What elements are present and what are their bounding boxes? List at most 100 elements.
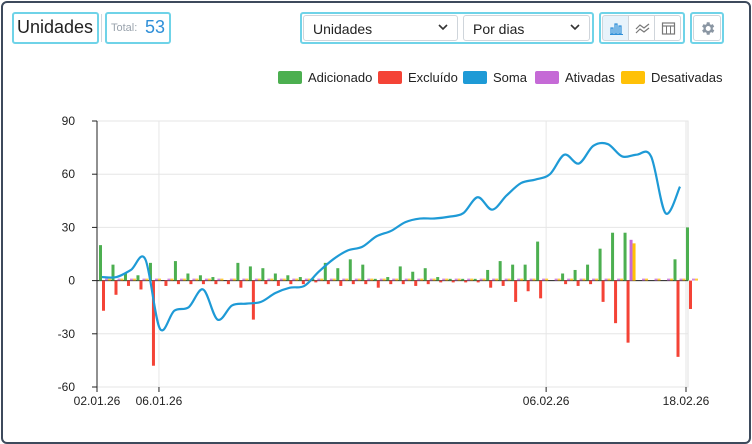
bar-excludo bbox=[601, 280, 605, 302]
bar-excludo bbox=[476, 280, 480, 283]
bar-excludo bbox=[376, 280, 380, 288]
bar-chart-icon bbox=[610, 23, 623, 35]
bar-stub-ativadas bbox=[429, 278, 433, 281]
bar-excludo bbox=[426, 280, 430, 285]
bar-adicionado bbox=[673, 259, 677, 281]
bar-stub-ativadas bbox=[329, 278, 333, 281]
bar-stub-desativadas bbox=[620, 278, 624, 281]
bar-excludo bbox=[189, 280, 193, 285]
bar-excludo bbox=[589, 280, 593, 285]
bar-stub-ativadas bbox=[242, 278, 246, 281]
bar-stub-desativadas bbox=[307, 278, 311, 281]
bar-stub-desativadas bbox=[108, 278, 111, 281]
bar-stub-ativadas bbox=[279, 278, 283, 281]
bar-excludo bbox=[389, 280, 393, 285]
settings-highlight bbox=[690, 12, 724, 44]
bar-stub-ativadas bbox=[117, 278, 121, 281]
bar-stub-ativadas bbox=[142, 278, 146, 281]
bar-stub-desativadas bbox=[582, 278, 586, 281]
bar-desativadas bbox=[632, 243, 636, 281]
bar-stub-desativadas bbox=[470, 278, 474, 281]
bar-adicionado bbox=[311, 278, 315, 281]
bar-stub-desativadas bbox=[457, 278, 461, 281]
bar-excludo bbox=[514, 280, 518, 302]
bar-stub-desativadas bbox=[432, 278, 436, 281]
bar-stub-desativadas bbox=[495, 278, 499, 281]
bar-adicionado bbox=[286, 275, 290, 281]
bar-stub-desativadas bbox=[407, 278, 411, 281]
bar-excludo bbox=[176, 280, 180, 285]
bar-adicionado bbox=[623, 232, 627, 281]
bar-stub-desativadas bbox=[345, 278, 349, 281]
metric-select-value: Unidades bbox=[313, 21, 373, 37]
bar-stub-ativadas bbox=[442, 278, 446, 281]
bar-stub-ativadas bbox=[254, 278, 258, 281]
settings-button[interactable] bbox=[693, 15, 721, 41]
legend-swatch bbox=[621, 71, 645, 84]
title-separator bbox=[101, 14, 102, 42]
bar-excludo bbox=[464, 280, 468, 283]
table-view-button[interactable] bbox=[654, 15, 681, 41]
bar-excludo bbox=[614, 280, 618, 324]
legend-label: Adicionado bbox=[308, 70, 373, 85]
bar-adicionado bbox=[111, 264, 115, 281]
bar-stub-ativadas bbox=[667, 278, 671, 281]
bar-adicionado bbox=[473, 278, 477, 281]
legend-label: Desativadas bbox=[651, 70, 723, 85]
bar-stub-desativadas bbox=[395, 278, 399, 281]
bar-stub-ativadas bbox=[304, 278, 308, 281]
period-select[interactable]: Por dias bbox=[463, 15, 590, 41]
bar-excludo bbox=[526, 280, 530, 292]
bar-stub-desativadas bbox=[207, 278, 211, 281]
bar-stub-desativadas bbox=[132, 278, 136, 281]
bar-adicionado bbox=[136, 275, 140, 281]
bar-stub-desativadas bbox=[220, 278, 224, 281]
bar-adicionado bbox=[686, 227, 689, 281]
bar-excludo bbox=[689, 280, 692, 309]
bar-excludo bbox=[576, 280, 580, 286]
bar-adicionado bbox=[261, 268, 265, 281]
bar-stub-ativadas bbox=[617, 278, 621, 281]
legend-label: Soma bbox=[493, 70, 527, 85]
bar-stub-ativadas bbox=[267, 278, 271, 281]
x-tick-label: 06.01.26 bbox=[136, 394, 183, 408]
y-tick-label: 0 bbox=[68, 274, 75, 288]
bar-stub-desativadas bbox=[120, 278, 124, 281]
bar-stub-ativadas bbox=[354, 278, 358, 281]
x-tick-label: 18.02.26 bbox=[663, 394, 710, 408]
total-value: 53 bbox=[145, 17, 166, 37]
bar-stub-ativadas bbox=[517, 278, 521, 281]
bar-stub-ativadas bbox=[229, 278, 233, 281]
bar-adicionado bbox=[486, 269, 490, 281]
bar-excludo bbox=[276, 280, 280, 286]
total-label: Total: bbox=[111, 22, 138, 34]
bar-stub-desativadas bbox=[682, 278, 686, 281]
bar-adicionado bbox=[598, 248, 602, 281]
bar-adicionado bbox=[173, 261, 177, 281]
bar-excludo bbox=[214, 280, 218, 285]
line-chart-icon bbox=[635, 23, 650, 34]
bar-excludo bbox=[201, 280, 205, 285]
bar-stub-desativadas bbox=[170, 278, 174, 281]
bar-stub-ativadas bbox=[404, 278, 408, 281]
line-chart-view-button[interactable] bbox=[628, 15, 655, 41]
bar-adicionado bbox=[148, 262, 152, 281]
x-tick-label: 02.01.26 bbox=[74, 394, 121, 408]
bar-adicionado bbox=[348, 259, 352, 281]
bar-adicionado bbox=[436, 277, 440, 281]
bar-stub-ativadas bbox=[654, 278, 658, 281]
bar-adicionado bbox=[536, 241, 540, 281]
y-tick-label: -30 bbox=[58, 327, 76, 341]
bar-excludo bbox=[264, 280, 268, 285]
bar-adicionado bbox=[211, 277, 215, 281]
bar-excludo bbox=[351, 280, 355, 285]
metric-select[interactable]: Unidades bbox=[303, 15, 458, 41]
bar-stub-ativadas bbox=[167, 278, 171, 281]
bar-adicionado bbox=[386, 277, 390, 281]
bar-stub-ativadas bbox=[542, 278, 546, 281]
bar-excludo bbox=[164, 280, 168, 286]
bar-stub-desativadas bbox=[320, 278, 324, 281]
bar-excludo bbox=[501, 280, 505, 286]
bar-stub-desativadas bbox=[570, 278, 574, 281]
bar-adicionado bbox=[448, 278, 452, 281]
